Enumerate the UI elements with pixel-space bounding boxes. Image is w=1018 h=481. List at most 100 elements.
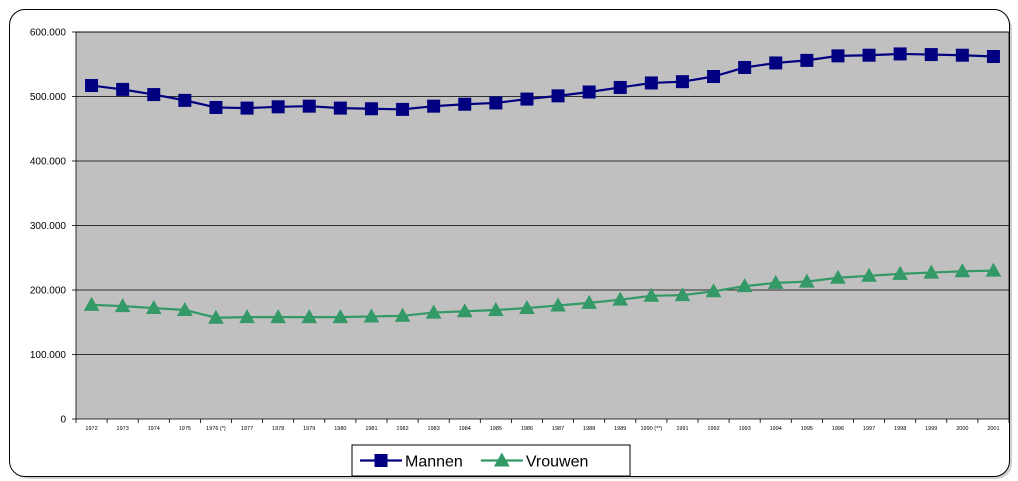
data-point-mannen: [302, 99, 316, 113]
x-axis-ticks: 1972 1973 1974 1975 1976 (*) 1977 1978 1979 1980…: [75, 419, 1010, 432]
data-point-mannen: [209, 100, 223, 114]
y-tick-label: 500.000: [30, 92, 67, 103]
data-point-mannen: [955, 48, 969, 62]
x-tick-label: 1976 (*): [206, 426, 226, 432]
x-tick-label: 1988: [583, 426, 595, 432]
x-tick-label: 1978: [272, 426, 284, 432]
data-point-mannen: [924, 48, 938, 62]
data-point-mannen: [458, 97, 472, 111]
x-tick-label: 1972: [85, 426, 97, 432]
data-point-vrouwen: [923, 264, 940, 279]
x-tick-label: 1984: [459, 426, 471, 432]
x-tick-label: 1999: [925, 426, 937, 432]
data-point-mannen: [800, 53, 814, 67]
series-line-vrouwen: [91, 269, 994, 319]
legend-marker-mannen: [374, 454, 388, 467]
y-axis-ticks: 0 100.000 200.000 300.000 400.000 500.000 600.…: [30, 28, 76, 426]
data-point-mannen: [707, 70, 721, 84]
data-point-vrouwen: [612, 291, 629, 306]
data-point-mannen: [364, 102, 378, 116]
data-point-mannen: [644, 76, 658, 90]
x-tick-label: 1983: [428, 426, 440, 432]
x-tick-label: 1977: [241, 426, 253, 432]
data-point-mannen: [333, 101, 347, 115]
data-point-mannen: [271, 100, 285, 114]
series-mannen: [85, 47, 1000, 116]
x-tick-label: 1996: [832, 426, 844, 432]
data-point-vrouwen: [456, 303, 473, 318]
x-tick-label: 1974: [148, 426, 160, 432]
data-point-mannen: [893, 47, 907, 61]
data-point-vrouwen: [487, 301, 504, 316]
data-point-vrouwen: [114, 298, 131, 313]
data-point-mannen: [769, 56, 783, 70]
data-point-mannen: [178, 93, 192, 107]
series-group: [83, 47, 1002, 324]
y-tick-label: 200.000: [30, 286, 67, 297]
data-point-vrouwen: [705, 283, 722, 298]
data-point-mannen: [551, 89, 565, 103]
data-point-vrouwen: [270, 309, 287, 324]
data-point-vrouwen: [767, 274, 784, 289]
x-tick-label: 1979: [303, 426, 315, 432]
x-tick-label: 1997: [863, 426, 875, 432]
data-point-mannen: [675, 75, 689, 89]
data-point-vrouwen: [208, 309, 224, 324]
data-point-vrouwen: [674, 287, 691, 302]
x-tick-label: 1980: [334, 426, 346, 432]
x-tick-label: 1987: [552, 426, 564, 432]
y-tick-label: 300.000: [30, 221, 67, 232]
data-point-mannen: [613, 80, 627, 94]
y-tick-label: 100.000: [30, 350, 67, 361]
y-tick-label: 600.000: [30, 28, 67, 39]
data-point-vrouwen: [363, 308, 380, 323]
data-point-vrouwen: [736, 278, 753, 293]
data-point-vrouwen: [332, 309, 349, 324]
data-point-mannen: [831, 49, 845, 63]
x-tick-label: 1985: [490, 426, 502, 432]
x-tick-label: 1998: [894, 426, 906, 432]
y-tick-label: 0: [60, 415, 66, 426]
data-point-vrouwen: [550, 297, 566, 312]
x-tick-label: 1982: [396, 426, 408, 432]
data-point-vrouwen: [425, 304, 442, 319]
x-tick-label: 1995: [801, 426, 813, 432]
data-point-mannen: [240, 101, 254, 115]
data-point-vrouwen: [861, 267, 877, 282]
x-tick-label: 1986: [521, 426, 533, 432]
x-tick-label: 1993: [739, 426, 751, 432]
x-tick-label: 2001: [987, 426, 999, 432]
data-point-vrouwen: [954, 263, 971, 278]
data-point-vrouwen: [830, 269, 846, 284]
data-point-mannen: [520, 92, 534, 106]
x-tick-label: 1989: [614, 426, 626, 432]
data-point-vrouwen: [145, 300, 162, 315]
data-point-mannen: [396, 102, 410, 116]
data-point-mannen: [582, 85, 596, 99]
legend-marker-vrouwen: [493, 452, 510, 467]
x-tick-label: 1991: [676, 426, 688, 432]
x-tick-label: 1973: [117, 426, 129, 432]
x-tick-label: 1975: [179, 426, 191, 432]
data-point-vrouwen: [519, 300, 535, 315]
data-point-vrouwen: [581, 294, 598, 309]
data-point-mannen: [489, 96, 503, 110]
data-point-vrouwen: [394, 307, 411, 322]
data-point-mannen: [427, 99, 441, 113]
data-point-vrouwen: [798, 273, 815, 288]
data-point-vrouwen: [643, 287, 660, 302]
data-point-mannen: [116, 82, 130, 96]
data-point-vrouwen: [892, 265, 909, 280]
data-point-mannen: [862, 48, 876, 62]
y-tick-label: 400.000: [30, 157, 67, 168]
data-point-vrouwen: [301, 309, 318, 324]
data-point-vrouwen: [239, 309, 255, 324]
data-point-mannen: [738, 60, 752, 74]
data-point-mannen: [85, 79, 99, 93]
data-point-vrouwen: [176, 301, 193, 316]
data-point-vrouwen: [83, 296, 100, 311]
data-point-vrouwen: [985, 262, 1002, 277]
x-tick-label: 1994: [770, 426, 782, 432]
x-tick-label: 2000: [956, 426, 968, 432]
